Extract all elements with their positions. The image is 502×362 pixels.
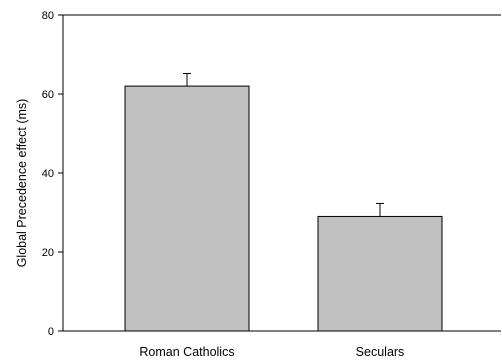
y-tick-label: 20: [42, 247, 54, 259]
category-label: Seculars: [356, 345, 405, 359]
category-label: Roman Catholics: [139, 345, 234, 359]
y-tick-label: 80: [42, 10, 54, 22]
bars: [124, 72, 443, 332]
bar: [317, 215, 443, 332]
y-tick-label: 0: [48, 326, 54, 338]
y-axis-title: Global Precedence effect (ms): [15, 99, 29, 268]
category-labels: Roman Catholics Seculars: [139, 345, 404, 359]
y-tick-label: 40: [42, 168, 54, 180]
y-tick-label: 60: [42, 89, 54, 101]
bar: [124, 85, 250, 332]
y-ticks: 0 20 40 60 80: [42, 10, 63, 338]
